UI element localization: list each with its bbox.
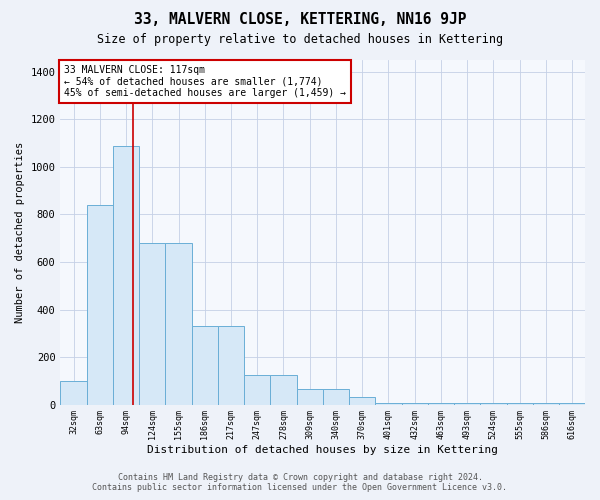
Bar <box>192 326 218 404</box>
Bar <box>323 389 349 404</box>
Text: Size of property relative to detached houses in Kettering: Size of property relative to detached ho… <box>97 32 503 46</box>
Bar <box>218 326 244 404</box>
Bar <box>375 402 401 404</box>
Bar <box>270 375 296 404</box>
Bar <box>401 402 428 404</box>
Y-axis label: Number of detached properties: Number of detached properties <box>15 142 25 323</box>
Bar <box>480 402 506 404</box>
Bar <box>113 146 139 404</box>
Bar <box>454 402 480 404</box>
Bar <box>296 389 323 404</box>
X-axis label: Distribution of detached houses by size in Kettering: Distribution of detached houses by size … <box>147 445 498 455</box>
Bar <box>244 375 270 404</box>
Text: Contains HM Land Registry data © Crown copyright and database right 2024.
Contai: Contains HM Land Registry data © Crown c… <box>92 473 508 492</box>
Text: 33 MALVERN CLOSE: 117sqm
← 54% of detached houses are smaller (1,774)
45% of sem: 33 MALVERN CLOSE: 117sqm ← 54% of detach… <box>64 65 346 98</box>
Bar <box>506 402 533 404</box>
Bar <box>533 402 559 404</box>
Bar <box>87 205 113 404</box>
Bar <box>139 243 166 404</box>
Bar <box>166 243 192 404</box>
Bar <box>428 402 454 404</box>
Bar <box>559 402 585 404</box>
Bar <box>61 381 87 404</box>
Bar <box>349 398 375 404</box>
Text: 33, MALVERN CLOSE, KETTERING, NN16 9JP: 33, MALVERN CLOSE, KETTERING, NN16 9JP <box>134 12 466 28</box>
